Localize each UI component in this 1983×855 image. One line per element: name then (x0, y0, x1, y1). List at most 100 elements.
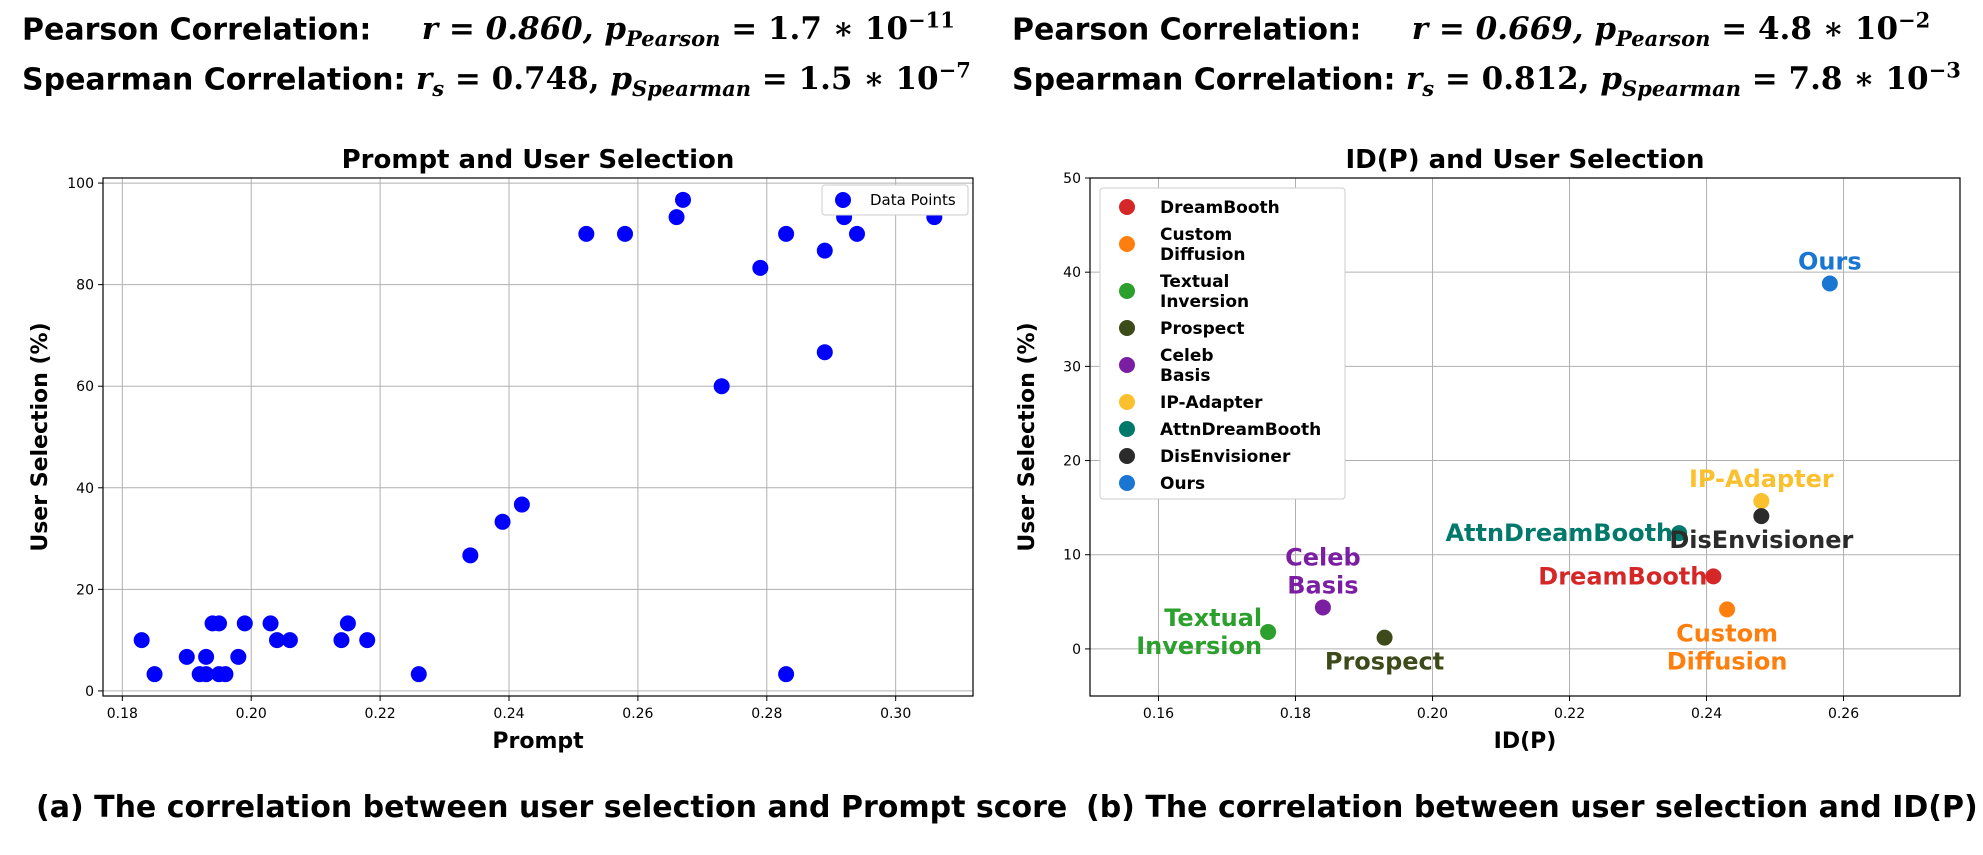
data-point (211, 615, 227, 632)
data-point (281, 632, 298, 649)
data-point (1705, 568, 1722, 585)
left-pearson-p-value: = 1.7 ∗ 10 (731, 11, 909, 48)
data-point (1753, 508, 1770, 525)
left-spearman-stat: Spearman Correlation: rs = 0.748, pSpear… (22, 58, 971, 102)
left-pearson-stat: Pearson Correlation: r = 0.860, pPearson… (22, 8, 955, 52)
data-point (230, 648, 247, 665)
left-spearman-p-exp: −7 (938, 58, 971, 83)
data-point (1719, 601, 1736, 618)
right-legend-label: Inversion (1160, 292, 1249, 312)
point-annotation: Textual (1164, 604, 1262, 632)
point-annotation: Inversion (1136, 632, 1262, 660)
left-y-tick-label: 80 (76, 278, 94, 294)
right-y-axis-title: User Selection (%) (1015, 322, 1040, 551)
right-x-tick-label: 0.24 (1691, 706, 1722, 722)
right-legend-marker (1119, 357, 1135, 373)
data-point (675, 191, 691, 208)
data-point (494, 513, 511, 530)
left-pearson-p-exp: −11 (908, 8, 955, 33)
left-x-axis-title: Prompt (492, 729, 584, 754)
right-y-tick-label: 20 (1063, 454, 1081, 470)
right-y-tick-label: 30 (1063, 359, 1081, 375)
point-annotation: DisEnvisioner (1669, 526, 1853, 554)
data-point (146, 666, 163, 683)
right-legend-label: Celeb (1160, 346, 1214, 366)
data-point (236, 615, 253, 632)
right-legend-marker (1119, 448, 1135, 464)
right-pearson-p-name: p (1594, 11, 1617, 48)
data-point (269, 632, 285, 649)
data-point (1376, 629, 1393, 646)
right-caption: (b) The correlation between user selecti… (1086, 790, 1978, 825)
left-spearman-r-name: r (415, 61, 433, 98)
data-point (778, 666, 795, 683)
left-spearman-label: Spearman Correlation: (22, 62, 406, 98)
right-y-tick-label: 10 (1063, 548, 1081, 564)
left-x-tick-label: 0.24 (493, 706, 524, 722)
right-legend-label: Basis (1160, 366, 1211, 386)
data-point (1821, 275, 1838, 292)
right-legend-label: Diffusion (1160, 245, 1246, 265)
left-y-tick-label: 0 (85, 684, 94, 700)
left-pearson-p-name: p (604, 11, 627, 48)
point-annotation: AttnDreamBooth (1445, 519, 1673, 547)
right-x-axis-title: ID(P) (1494, 729, 1557, 754)
data-point (752, 259, 769, 276)
left-y-tick-label: 60 (76, 379, 94, 395)
data-point (333, 632, 350, 649)
left-x-tick-label: 0.30 (880, 706, 911, 722)
left-x-tick-label: 0.18 (107, 706, 138, 722)
right-pearson-p-sub: Pearson (1616, 26, 1711, 52)
right-spearman-r-value: = 0.812, (1444, 61, 1590, 98)
data-point (178, 648, 195, 665)
right-legend-label: Prospect (1160, 319, 1245, 339)
point-annotation: IP-Adapter (1689, 465, 1834, 493)
right-legend-label: DisEnvisioner (1160, 447, 1291, 467)
data-point (617, 225, 633, 242)
data-point (217, 666, 234, 683)
data-point (198, 648, 215, 665)
right-scatter-chart: 0.16 0.18 0.20 0.22 0.24 0.26 0 10 20 30 40 50 ID(P)… (1015, 145, 1961, 754)
right-spearman-p-sub: Spearman (1622, 76, 1741, 102)
data-point (198, 666, 215, 683)
data-point (816, 344, 833, 361)
right-x-tick-label: 0.20 (1417, 706, 1448, 722)
data-point (1314, 599, 1331, 616)
right-pearson-p-value: = 4.8 ∗ 10 (1721, 11, 1899, 48)
data-point (713, 378, 730, 395)
left-plot-frame (102, 177, 974, 697)
right-legend-label: Custom (1160, 225, 1232, 245)
left-y-tick-label: 100 (67, 176, 94, 192)
right-pearson-p-exp: −2 (1898, 8, 1931, 33)
point-annotation: Prospect (1325, 648, 1444, 676)
left-y-tick-label: 40 (76, 481, 94, 497)
data-point (816, 242, 833, 259)
left-spearman-p-sub: Spearman (632, 76, 751, 102)
right-pearson-r: r = 0.669, (1411, 11, 1584, 48)
right-spearman-r-name: r (1405, 61, 1423, 98)
right-legend-marker (1119, 199, 1135, 215)
left-legend-label: Data Points (870, 191, 956, 209)
right-spearman-p-exp: −3 (1928, 58, 1961, 83)
right-pearson-stat: Pearson Correlation: r = 0.669, pPearson… (1012, 8, 1930, 52)
data-point (1260, 623, 1277, 640)
right-legend-label: DreamBooth (1160, 198, 1280, 218)
left-legend-marker (835, 192, 851, 208)
point-annotation: Basis (1287, 571, 1358, 599)
data-point (359, 632, 376, 649)
left-y-axis-title: User Selection (%) (28, 322, 53, 551)
left-x-tick-label: 0.20 (236, 706, 267, 722)
point-annotation: Custom (1676, 619, 1778, 647)
left-chart-title: Prompt and User Selection (342, 145, 735, 175)
right-spearman-p-name: p (1600, 61, 1622, 98)
data-point (1671, 525, 1688, 542)
left-scatter-chart: 0.18 0.20 0.22 0.24 0.26 0.28 0.30 0 20 40 60 80 100… (28, 145, 974, 754)
right-legend-label: IP-Adapter (1160, 393, 1263, 413)
point-annotation: Diffusion (1667, 647, 1788, 675)
data-point (410, 666, 427, 683)
right-legend-marker (1119, 475, 1135, 491)
right-legend-marker (1119, 320, 1135, 336)
data-point (133, 632, 150, 649)
data-point (262, 615, 279, 632)
point-annotation: Ours (1798, 247, 1862, 275)
